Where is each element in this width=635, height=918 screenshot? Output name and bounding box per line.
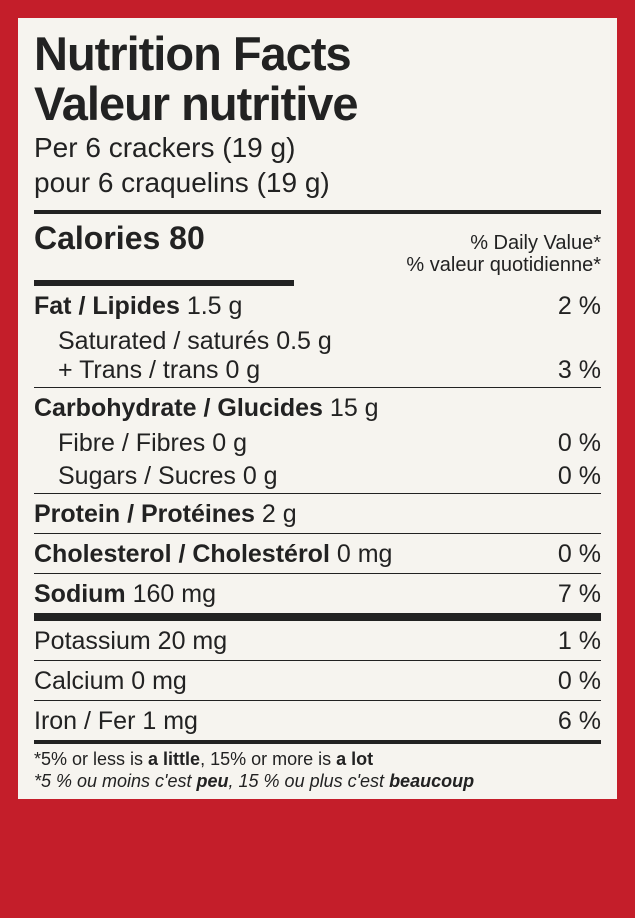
dv-en: % Daily Value* (406, 232, 601, 254)
fat-amount: 1.5 g (187, 292, 243, 320)
potassium-name: Potassium (34, 627, 151, 655)
foot-en-3: , 15% or more is (200, 749, 336, 769)
sugar-amount: 0 g (243, 462, 278, 490)
sat-trans-pct: 3 % (558, 356, 601, 385)
title-en: Nutrition Facts (34, 30, 601, 78)
sodium-amount: 160 mg (133, 580, 216, 608)
carb-amount: 15 g (330, 394, 379, 422)
sugar-pct: 0 % (558, 462, 601, 491)
fibre-row: Fibre / Fibres 0 g 0 % (34, 427, 601, 460)
trans-row: + Trans / trans 0 g 3 % (34, 354, 601, 387)
sugars-row: Sugars / Sucres 0 g 0 % (34, 460, 601, 493)
footnote-en: *5% or less is a little, 15% or more is … (34, 748, 601, 771)
iron-row: Iron / Fer 1 mg 6 % (34, 701, 601, 740)
dv-fr: % valeur quotidienne* (406, 254, 601, 276)
cholesterol-row: Cholesterol / Cholestérol 0 mg 0 % (34, 534, 601, 573)
divider-heavy (34, 613, 601, 621)
foot-en-2: a little (148, 749, 200, 769)
serving-en: Per 6 crackers (19 g) (34, 130, 601, 165)
fibre-pct: 0 % (558, 429, 601, 458)
sodium-pct: 7 % (558, 580, 601, 609)
iron-name: Iron / Fer (34, 707, 135, 735)
sat-name: Saturated / saturés (58, 327, 269, 355)
sugar-name: Sugars / Sucres (58, 462, 236, 490)
title-fr: Valeur nutritive (34, 80, 601, 128)
serving-fr: pour 6 craquelins (19 g) (34, 165, 601, 200)
chol-name: Cholesterol / Cholestérol (34, 540, 330, 568)
calcium-pct: 0 % (558, 667, 601, 696)
trans-name: + Trans / trans (58, 356, 219, 384)
nutrition-facts-panel: Nutrition Facts Valeur nutritive Per 6 c… (18, 18, 617, 799)
calories-value: 80 (169, 220, 205, 256)
footnote: *5% or less is a little, 15% or more is … (34, 744, 601, 793)
calories-row: Calories 80 % Daily Value* % valeur quot… (34, 214, 601, 280)
protein-amount: 2 g (262, 500, 297, 528)
foot-en-4: a lot (336, 749, 373, 769)
fat-pct: 2 % (558, 292, 601, 321)
iron-amount: 1 mg (142, 707, 198, 735)
calcium-name: Calcium (34, 667, 124, 695)
carb-name: Carbohydrate / Glucides (34, 394, 323, 422)
trans-amount: 0 g (225, 356, 260, 384)
sodium-row: Sodium 160 mg 7 % (34, 574, 601, 613)
foot-fr-1: *5 % ou moins c'est (34, 771, 197, 791)
calories-word: Calories (34, 220, 160, 256)
chol-amount: 0 mg (337, 540, 393, 568)
serving-size: Per 6 crackers (19 g) pour 6 craquelins … (34, 130, 601, 200)
fat-name: Fat / Lipides (34, 292, 180, 320)
foot-en-1: *5% or less is (34, 749, 148, 769)
sodium-name: Sodium (34, 580, 126, 608)
potassium-row: Potassium 20 mg 1 % (34, 621, 601, 660)
foot-fr-3: , 15 % ou plus c'est (229, 771, 390, 791)
chol-pct: 0 % (558, 540, 601, 569)
protein-name: Protein / Protéines (34, 500, 255, 528)
footnote-fr: *5 % ou moins c'est peu, 15 % ou plus c'… (34, 770, 601, 793)
daily-value-header: % Daily Value* % valeur quotidienne* (406, 232, 601, 276)
calcium-row: Calcium 0 mg 0 % (34, 661, 601, 700)
foot-fr-4: beaucoup (389, 771, 474, 791)
fibre-amount: 0 g (212, 429, 247, 457)
iron-pct: 6 % (558, 707, 601, 736)
sat-amount: 0.5 g (276, 327, 332, 355)
fat-row: Fat / Lipides 1.5 g 2 % (34, 286, 601, 325)
potassium-pct: 1 % (558, 627, 601, 656)
fibre-name: Fibre / Fibres (58, 429, 205, 457)
foot-fr-2: peu (197, 771, 229, 791)
calories-label: Calories 80 (34, 220, 205, 257)
carb-row: Carbohydrate / Glucides 15 g (34, 388, 601, 427)
calcium-amount: 0 mg (131, 667, 187, 695)
protein-row: Protein / Protéines 2 g (34, 494, 601, 533)
potassium-amount: 20 mg (158, 627, 227, 655)
